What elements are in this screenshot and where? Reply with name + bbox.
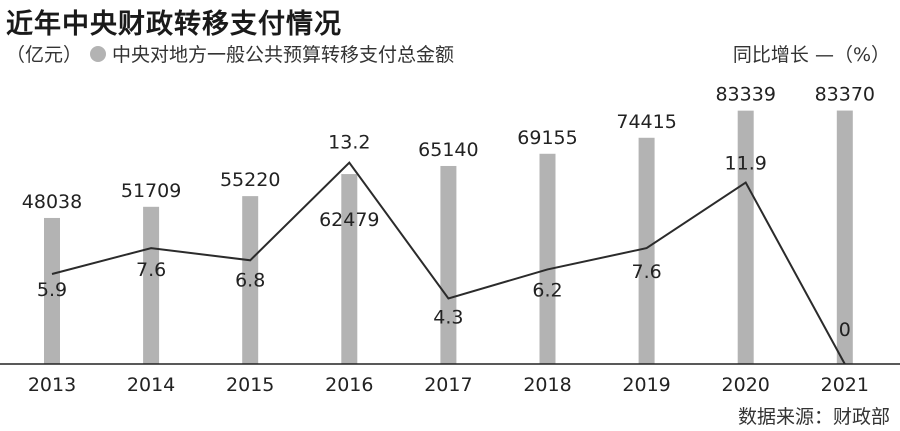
growth-value-label-2015: 6.8 <box>235 269 265 291</box>
bar-value-label-2014: 51709 <box>121 180 181 202</box>
bar-2019 <box>638 137 655 364</box>
bar-legend-label: 中央对地方一般公共预算转移支付总金额 <box>112 44 455 66</box>
bar-2016 <box>341 174 358 364</box>
chart-title: 近年中央财政转移支付情况 <box>6 9 342 40</box>
bar-2014 <box>143 206 160 364</box>
bar-legend-swatch <box>90 45 107 62</box>
unit-label: （亿元） <box>6 44 83 66</box>
bar-value-label-2021: 83370 <box>815 84 875 106</box>
bar-2020 <box>737 110 754 364</box>
data-source: 数据来源：财政部 <box>737 406 890 428</box>
growth-value-label-2016: 13.2 <box>328 132 370 154</box>
growth-line <box>51 161 846 365</box>
bar-2017 <box>440 165 457 364</box>
growth-value-label-2019: 7.6 <box>631 261 661 283</box>
bar-value-label-2016: 62479 <box>319 209 379 231</box>
line-legend-label: 同比增长 —（%） <box>732 44 890 66</box>
growth-value-label-2013: 5.9 <box>37 279 67 301</box>
growth-value-label-2021: 0 <box>839 319 851 341</box>
bar-value-label-2017: 65140 <box>418 139 478 161</box>
legend-left: （亿元） 中央对地方一般公共预算转移支付总金额 <box>6 40 454 67</box>
growth-value-label-2018: 6.2 <box>532 279 562 301</box>
x-tick-label-2017: 2017 <box>424 374 472 396</box>
bar-2015 <box>242 196 259 364</box>
growth-value-label-2020: 11.9 <box>725 153 767 175</box>
bar-2021 <box>836 110 853 364</box>
bar-value-label-2018: 69155 <box>517 127 577 149</box>
bar-value-label-2015: 55220 <box>220 169 280 191</box>
growth-value-label-2017: 4.3 <box>433 306 463 328</box>
bar-2013 <box>44 217 60 364</box>
x-tick-label-2016: 2016 <box>325 374 373 396</box>
growth-value-label-2014: 7.6 <box>136 259 166 281</box>
bar-value-label-2020: 83339 <box>715 84 775 106</box>
x-tick-label-2013: 2013 <box>28 374 76 396</box>
bar-2018 <box>539 153 556 364</box>
x-tick-label-2018: 2018 <box>523 374 571 396</box>
x-tick-label-2021: 2021 <box>821 374 869 396</box>
x-tick-label-2015: 2015 <box>226 374 274 396</box>
x-tick-label-2019: 2019 <box>622 374 670 396</box>
bar-value-label-2013: 48038 <box>22 191 82 213</box>
bar-value-label-2019: 74415 <box>616 111 676 133</box>
x-tick-label-2020: 2020 <box>722 374 770 396</box>
x-tick-label-2014: 2014 <box>127 374 175 396</box>
